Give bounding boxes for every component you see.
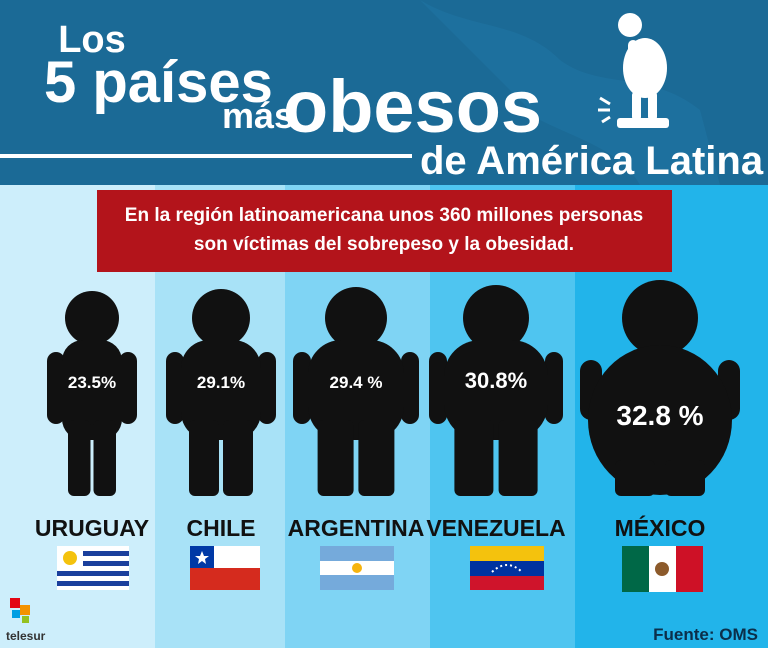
person-figure: 23.5% [47,291,137,496]
arm [401,352,419,424]
banner-text: son víctimas del sobrepeso y la obesidad… [194,234,574,255]
arm [293,352,311,424]
country-name: MÉXICO [615,514,706,541]
arm [545,352,563,424]
value-label: 29.1% [197,373,245,392]
leg [615,460,655,496]
torso [62,340,122,440]
head [65,291,119,345]
title-line: más [222,95,294,136]
value-label: 32.8 % [616,400,703,431]
leg [189,420,219,496]
banner-text: En la región latinoamericana unos 360 mi… [125,205,643,226]
torso [444,340,548,440]
head [325,287,387,349]
scale-icon [598,13,669,128]
flag-chile [190,546,260,590]
title-line: de América Latina [420,139,764,183]
source: Fuente: OMS [653,625,758,644]
leg [317,420,354,496]
person-figure: 30.8% [429,285,563,496]
country-name: URUGUAY [35,515,149,541]
value-label: 29.4 % [330,373,383,392]
leg [665,460,705,496]
country-name: CHILE [187,515,256,541]
person-figure: 32.8 % [580,280,740,496]
head [622,280,698,356]
title-line: Los [58,19,126,61]
title-line: obesos [283,65,542,148]
torso [588,345,732,495]
figures: 23.5% URUGUAY 29.1% CHILE 29.4 % ARGENTINA 30.… [35,280,740,541]
banner [97,190,672,272]
leg [454,420,494,496]
leg [358,420,395,496]
arm [258,352,276,424]
leg [498,420,538,496]
arm [429,352,447,424]
arm [166,352,184,424]
arm [47,352,65,424]
flag-mexico [622,546,703,592]
flag-argentina [320,546,394,590]
torso [181,340,261,440]
leg [223,420,253,496]
head [463,285,529,351]
title-line: 5 países [44,50,273,115]
country-name: ARGENTINA [288,515,425,541]
person-figure: 29.1% [166,289,276,496]
map-shape [420,0,720,185]
torso [308,340,404,440]
arm [119,352,137,424]
value-label: 23.5% [68,373,116,392]
logo: telesur [6,598,46,643]
logo-text: telesur [6,629,46,643]
person-figure: 29.4 % [293,287,419,496]
country-name: VENEZUELA [426,515,565,541]
head [192,289,250,347]
flag-uruguay [57,546,129,590]
leg [93,420,116,496]
value-label: 30.8% [465,368,527,393]
flag-venezuela [470,546,544,590]
leg [68,420,91,496]
